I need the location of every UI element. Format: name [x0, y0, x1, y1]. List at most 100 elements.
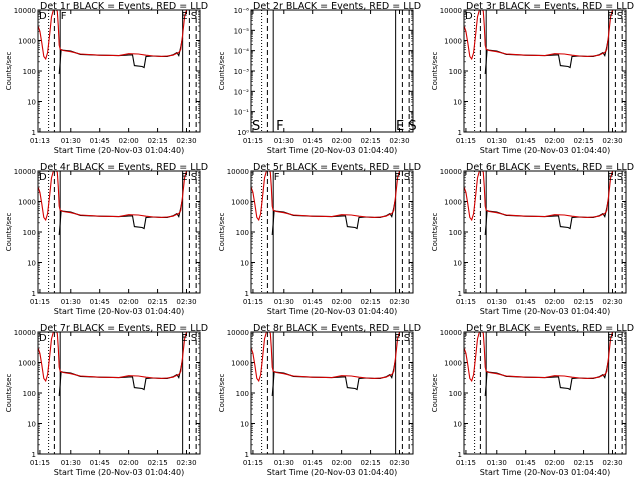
x-tick-label: 02:00	[332, 137, 352, 145]
series-group	[464, 171, 614, 236]
series-line-lld	[464, 332, 614, 383]
x-tick-label: 01:30	[274, 298, 294, 306]
x-tick-label: 02:00	[119, 459, 139, 467]
y-tick-label: 10000	[227, 329, 249, 337]
x-tick-label: 02:00	[545, 459, 565, 467]
x-tick-label: 01:15	[456, 137, 476, 145]
x-tick-label: 02:00	[545, 298, 565, 306]
panel-title: Det 7r BLACK = Events, RED = LLD	[40, 323, 208, 334]
x-axis-label: Start Time (20-Nov-03 01:04:40)	[54, 307, 184, 316]
y-axis-label: Counts/sec	[431, 374, 439, 413]
x-tick-label: 02:15	[573, 137, 593, 145]
y-tick-label: 1000	[444, 38, 462, 46]
y-tick-label: 1000	[18, 38, 36, 46]
x-tick-label: 01:30	[487, 137, 507, 145]
event-lines	[48, 332, 197, 454]
x-tick-label: 02:00	[332, 298, 352, 306]
y-tick-label: 100	[23, 229, 36, 237]
y-tick-label: 10000	[440, 329, 462, 337]
x-tick-label: 02:30	[602, 137, 622, 145]
corner-label: D	[39, 333, 47, 344]
panel-det-2: Det 2r BLACK = Events, RED = LLD Counts/s…	[218, 1, 421, 155]
x-tick-label: 02:30	[176, 137, 196, 145]
x-tick-label: 02:00	[119, 137, 139, 145]
event-lines	[474, 10, 623, 132]
panel-det-6: Det 6r BLACK = Events, RED = LLD Counts/s…	[431, 162, 634, 316]
y-tick-label: 10000	[14, 168, 36, 176]
x-tick-label: 01:45	[90, 459, 110, 467]
x-axis-label: Start Time (20-Nov-03 01:04:40)	[54, 146, 184, 155]
series-line-lld	[38, 171, 188, 222]
x-tick-label: 02:15	[147, 298, 167, 306]
plot-frame	[37, 170, 201, 294]
y-axis-label: Counts/sec	[5, 213, 13, 252]
y-tick-label: 10	[240, 260, 249, 268]
corner-label: D	[39, 172, 47, 183]
corner-label: D	[39, 11, 47, 22]
panel-det-8: Det 8r BLACK = Events, RED = LLD Counts/s…	[218, 323, 421, 477]
y-tick-label: 1000	[231, 360, 249, 368]
x-tick-label: 02:15	[147, 137, 167, 145]
corner-label: D	[465, 11, 473, 22]
x-tick-label: 02:30	[602, 459, 622, 467]
x-axis-label: Start Time (20-Nov-03 01:04:40)	[267, 307, 397, 316]
y-axis-label: Counts/sec	[5, 52, 13, 91]
panel-title: Det 3r BLACK = Events, RED = LLD	[466, 1, 634, 12]
y-tick-label: 1000	[18, 360, 36, 368]
plot-frame	[463, 9, 627, 133]
corner-label: E S	[607, 172, 623, 183]
panel-title: Det 6r BLACK = Events, RED = LLD	[466, 162, 634, 173]
corner-label: E S	[394, 333, 410, 344]
plot-frame	[37, 9, 201, 133]
corner-label: E S	[181, 333, 197, 344]
x-tick-label: 01:45	[303, 459, 323, 467]
x-tick-label: 01:15	[456, 298, 476, 306]
series-group	[38, 332, 188, 397]
corner-label: E S	[607, 11, 623, 22]
y-tick-label: 10⁻¹	[234, 109, 250, 117]
x-tick-label: 01:15	[243, 459, 263, 467]
y-tick-label: 10000	[227, 168, 249, 176]
y-tick-label: 10000	[440, 168, 462, 176]
y-tick-label: 100	[236, 229, 249, 237]
event-lines	[48, 10, 197, 132]
y-tick-label: 10⁰	[237, 129, 249, 137]
corner-label: E S	[394, 172, 410, 183]
corner-label: E S	[396, 119, 417, 134]
x-tick-label: 02:15	[147, 459, 167, 467]
x-tick-label: 01:45	[516, 459, 536, 467]
panel-det-9: Det 9r BLACK = Events, RED = LLD Counts/s…	[431, 323, 634, 477]
y-tick-label: 1000	[18, 199, 36, 207]
x-tick-label: 01:45	[516, 298, 536, 306]
event-lines	[261, 332, 410, 454]
panel-det-7: Det 7r BLACK = Events, RED = LLD Counts/s…	[5, 323, 208, 477]
series-group	[251, 332, 401, 397]
corner-label: F	[276, 119, 283, 134]
x-tick-label: 01:30	[61, 137, 81, 145]
series-group	[251, 171, 401, 236]
y-tick-label: 1	[245, 290, 249, 298]
series-line-lld	[464, 171, 614, 222]
x-tick-label: 02:30	[389, 459, 409, 467]
y-axis-label: Counts/sec	[218, 213, 226, 252]
plot-frame	[463, 170, 627, 294]
y-tick-label: 10⁻³	[234, 68, 250, 76]
event-lines	[474, 332, 623, 454]
corner-label: E S	[181, 172, 197, 183]
x-tick-label: 01:15	[243, 137, 263, 145]
y-tick-label: 10	[27, 421, 36, 429]
series-line-lld	[464, 10, 614, 61]
x-tick-label: 02:30	[176, 459, 196, 467]
y-tick-label: 10	[453, 99, 462, 107]
y-tick-label: 1	[32, 129, 36, 137]
x-tick-label: 02:30	[389, 137, 409, 145]
plot-frame	[250, 331, 414, 455]
y-tick-label: 10000	[14, 329, 36, 337]
x-tick-label: 02:00	[119, 298, 139, 306]
panel-det-4: Det 4r BLACK = Events, RED = LLD Counts/s…	[5, 162, 208, 316]
y-tick-label: 10	[27, 99, 36, 107]
y-tick-label: 100	[23, 68, 36, 76]
y-axis-label: Counts/sec	[218, 374, 226, 413]
